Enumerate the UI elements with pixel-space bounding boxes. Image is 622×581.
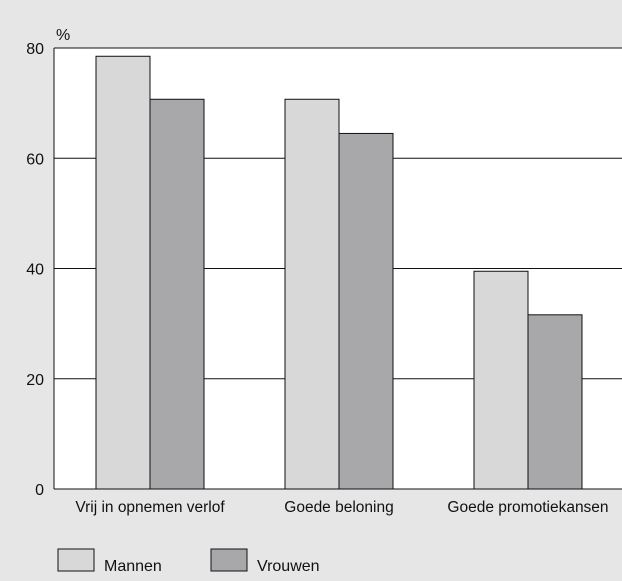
legend-label-mannen: Mannen: [104, 558, 162, 575]
bar-vrouwen-3: [527, 314, 583, 490]
category-labels: Vrij in opnemen verlof Goede beloning Goed…: [75, 499, 608, 516]
legend-label-vrouwen: Vrouwen: [257, 558, 320, 575]
y-tick-label: 0: [35, 482, 44, 499]
bar-mannen-3: [473, 270, 529, 490]
bar-vrouwen-1: [149, 98, 205, 490]
bars: [95, 55, 583, 490]
legend-swatch-mannen: [57, 548, 95, 572]
y-ticks: 0 20 40 60 80: [26, 41, 44, 499]
bar-mannen-2: [284, 98, 340, 490]
y-tick-label: 80: [26, 41, 44, 58]
y-axis-label: %: [56, 27, 70, 44]
y-tick-label: 60: [26, 151, 44, 168]
category-label: Goede promotiekansen: [447, 499, 608, 516]
y-tick-label: 20: [26, 372, 44, 389]
category-label: Goede beloning: [284, 499, 393, 516]
legend-swatch-vrouwen: [210, 548, 248, 572]
y-tick-label: 40: [26, 262, 44, 279]
legend: Mannen Vrouwen: [57, 548, 320, 575]
bar-vrouwen-2: [338, 132, 394, 490]
category-label: Vrij in opnemen verlof: [75, 499, 225, 516]
bar-mannen-1: [95, 55, 151, 490]
